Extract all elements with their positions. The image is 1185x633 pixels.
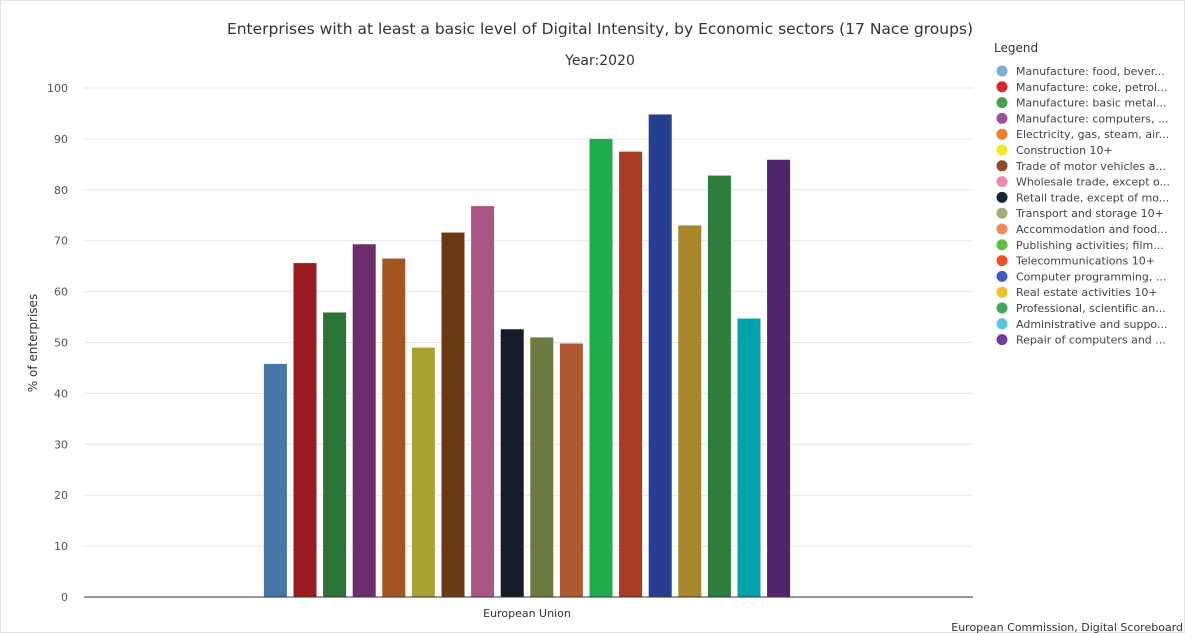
bar-1[interactable] bbox=[263, 363, 287, 597]
legend-item-label[interactable]: Manufacture: basic metal... bbox=[1016, 97, 1167, 110]
legend-item-label[interactable]: Manufacture: food, bever... bbox=[1016, 65, 1165, 78]
legend-swatch bbox=[996, 270, 1008, 282]
bar-18[interactable] bbox=[767, 159, 791, 598]
legend-item-label[interactable]: Manufacture: computers, ... bbox=[1016, 112, 1169, 125]
y-tick-label: 70 bbox=[54, 235, 68, 248]
chart-credit: European Commission, Digital Scoreboard bbox=[951, 621, 1183, 633]
y-axis-ticks: 0 10 20 30 40 50 60 70 80 90 100 bbox=[47, 82, 68, 604]
bar-4[interactable] bbox=[352, 244, 376, 597]
y-tick-label: 100 bbox=[47, 82, 68, 95]
legend-item-label[interactable]: Real estate activities 10+ bbox=[1016, 286, 1158, 299]
legend-swatch bbox=[996, 191, 1008, 203]
bar-11[interactable] bbox=[559, 343, 583, 597]
bar-13[interactable] bbox=[619, 151, 643, 597]
gridlines bbox=[84, 87, 973, 547]
legend-swatch bbox=[996, 207, 1008, 219]
bar-6[interactable] bbox=[411, 347, 435, 597]
bar-10[interactable] bbox=[530, 337, 554, 597]
legend-swatch bbox=[996, 112, 1008, 124]
legend-swatch bbox=[996, 176, 1008, 188]
y-tick-label: 50 bbox=[54, 337, 68, 350]
legend-swatch bbox=[996, 160, 1008, 172]
legend-item-label[interactable]: Manufacture: coke, petrol... bbox=[1016, 81, 1168, 94]
legend-item-label[interactable]: Telecommunications 10+ bbox=[1015, 255, 1155, 268]
legend-swatch bbox=[996, 302, 1008, 314]
legend-swatch bbox=[996, 286, 1008, 298]
y-tick-label: 60 bbox=[54, 286, 68, 299]
bar-7[interactable] bbox=[441, 232, 465, 597]
bar-9[interactable] bbox=[500, 329, 524, 597]
y-tick-label: 30 bbox=[54, 438, 68, 451]
bar-16[interactable] bbox=[707, 175, 731, 597]
legend-item-label[interactable]: Publishing activities; film... bbox=[1016, 239, 1164, 252]
legend-item-label[interactable]: Retail trade, except of mo... bbox=[1016, 191, 1169, 204]
legend-swatch bbox=[996, 334, 1008, 346]
chart-subtitle: Year:2020 bbox=[564, 53, 635, 69]
legend-title: Legend bbox=[994, 41, 1038, 55]
bar-2[interactable] bbox=[293, 263, 317, 597]
bar-17[interactable] bbox=[737, 318, 761, 597]
legend-swatch bbox=[996, 223, 1008, 235]
bar-12[interactable] bbox=[589, 138, 613, 597]
legend-swatch bbox=[996, 81, 1008, 93]
chart-title: Enterprises with at least a basic level … bbox=[227, 20, 973, 38]
legend-item-label[interactable]: Computer programming, ... bbox=[1016, 270, 1166, 283]
legend-item-label[interactable]: Accommodation and food... bbox=[1016, 223, 1168, 236]
legend-item-label[interactable]: Repair of computers and ... bbox=[1016, 334, 1166, 347]
legend-swatch bbox=[996, 144, 1008, 156]
legend-item-label[interactable]: Transport and storage 10+ bbox=[1015, 207, 1164, 220]
legend-item-label[interactable]: Electricity, gas, steam, air... bbox=[1016, 128, 1169, 141]
legend-swatch bbox=[996, 97, 1008, 109]
bar-3[interactable] bbox=[323, 312, 347, 597]
bar-15[interactable] bbox=[678, 225, 702, 597]
legend-item-label[interactable]: Administrative and suppo... bbox=[1016, 318, 1167, 331]
legend-item-label[interactable]: Trade of motor vehicles a... bbox=[1015, 160, 1166, 173]
y-tick-label: 90 bbox=[54, 133, 68, 146]
y-tick-label: 20 bbox=[54, 489, 68, 502]
y-tick-label: 10 bbox=[54, 540, 68, 553]
legend-swatch bbox=[996, 128, 1008, 140]
legend-item-label[interactable]: Professional, scientific an... bbox=[1016, 302, 1166, 315]
bar-8[interactable] bbox=[471, 206, 495, 597]
x-category-label: European Union bbox=[483, 607, 571, 620]
legend-swatch bbox=[996, 65, 1008, 77]
legend-swatch bbox=[996, 239, 1008, 251]
legend-swatch bbox=[996, 255, 1008, 267]
bars bbox=[263, 114, 791, 598]
y-axis-label: % of enterprises bbox=[26, 294, 40, 392]
y-tick-label: 40 bbox=[54, 387, 68, 400]
bar-5[interactable] bbox=[382, 258, 406, 597]
bar-14[interactable] bbox=[648, 114, 672, 597]
legend-item-label[interactable]: Construction 10+ bbox=[1016, 144, 1113, 157]
legend: Manufacture: food, bever... Manufacture: … bbox=[996, 65, 1170, 347]
legend-swatch bbox=[996, 318, 1008, 330]
y-tick-label: 0 bbox=[61, 591, 68, 604]
legend-item-label[interactable]: Wholesale trade, except o... bbox=[1016, 176, 1170, 189]
y-tick-label: 80 bbox=[54, 184, 68, 197]
